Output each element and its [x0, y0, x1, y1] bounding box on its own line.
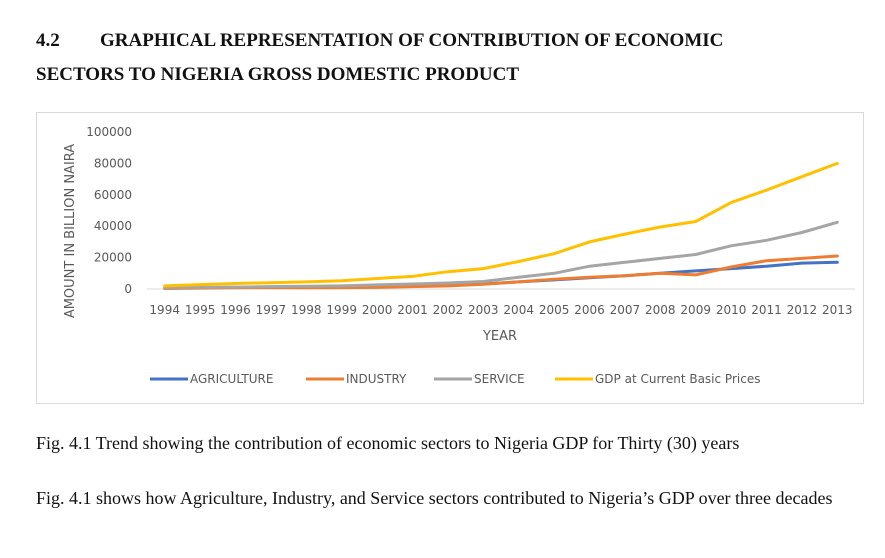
- x-axis-title: YEAR: [482, 329, 517, 344]
- chart-container: 0 20000 40000 60000 80000 100000 1994 1995 1996 1…: [36, 112, 864, 404]
- legend-label: GDP at Current Basic Prices: [595, 372, 760, 386]
- x-tick-label: 2002: [433, 303, 464, 317]
- section-title-line1: GRAPHICAL REPRESENTATION OF CONTRIBUTION…: [100, 30, 724, 51]
- x-tick-label: 1998: [291, 303, 322, 317]
- section-title-line2: SECTORS TO NIGERIA GROSS DOMESTIC PRODUC…: [36, 64, 520, 85]
- series-line-service: [163, 220, 839, 290]
- x-tick-label: 2004: [503, 303, 534, 317]
- x-tick-label: 2012: [787, 303, 818, 317]
- x-tick-label: 2003: [468, 303, 499, 317]
- legend-label: INDUSTRY: [346, 372, 407, 386]
- legend-label: AGRICULTURE: [190, 372, 273, 386]
- x-tick-label: 2005: [539, 303, 570, 317]
- series-line-gdp-at-current-basic-prices: [163, 161, 839, 288]
- y-tick-label: 100000: [86, 125, 132, 139]
- x-tick-label: 2008: [645, 303, 676, 317]
- x-tick-label: 1999: [326, 303, 357, 317]
- line-chart: 0 20000 40000 60000 80000 100000 1994 1995 1996 1…: [63, 125, 855, 386]
- figure-caption: Fig. 4.1 Trend showing the contribution …: [36, 433, 740, 453]
- y-axis-title: AMOUNT IN BILLION NAIRA: [63, 144, 78, 318]
- y-tick-label: 60000: [94, 188, 132, 202]
- section-number: 4.2: [36, 30, 60, 51]
- legend-label: SERVICE: [474, 372, 525, 386]
- x-tick-label: 2006: [574, 303, 605, 317]
- y-tick-label: 20000: [94, 251, 132, 265]
- x-tick-label: 2000: [362, 303, 393, 317]
- x-tick-label: 2010: [716, 303, 747, 317]
- x-tick-label: 2013: [822, 303, 853, 317]
- x-tick-label: 2001: [397, 303, 428, 317]
- figure-description: Fig. 4.1 shows how Agriculture, Industry…: [36, 488, 833, 508]
- x-tick-label: 1997: [256, 303, 287, 317]
- y-tick-label: 0: [124, 282, 132, 296]
- x-tick-label: 1996: [220, 303, 251, 317]
- x-tick-label: 2009: [680, 303, 711, 317]
- x-tick-label: 1994: [149, 303, 180, 317]
- x-tick-label: 2007: [610, 303, 641, 317]
- x-tick-label: 1995: [185, 303, 216, 317]
- section-heading: 4.2 GRAPHICAL REPRESENTATION OF CONTRIBUT…: [36, 24, 866, 92]
- y-tick-label: 40000: [94, 219, 132, 233]
- y-tick-label: 80000: [94, 156, 132, 170]
- x-tick-label: 2011: [751, 303, 782, 317]
